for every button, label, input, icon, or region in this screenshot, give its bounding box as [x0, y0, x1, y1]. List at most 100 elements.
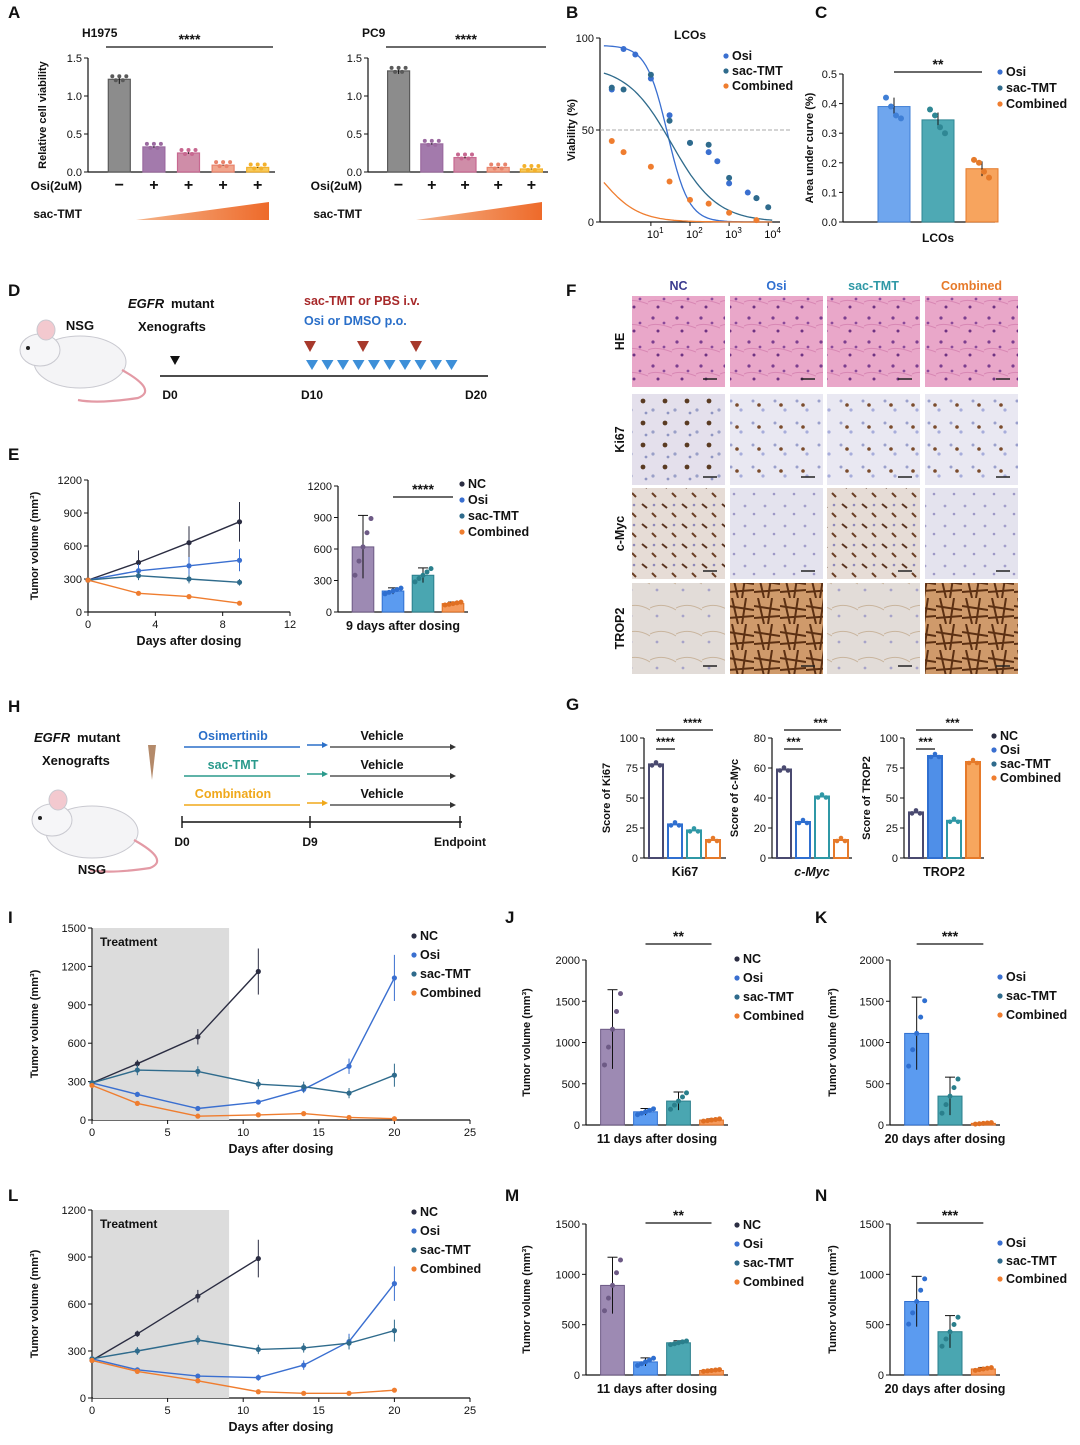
data-point — [496, 162, 501, 167]
data-point — [89, 1082, 95, 1089]
series-line — [87, 579, 240, 604]
significance-label: *** — [918, 735, 932, 749]
xenograft-line2: Xenografts — [42, 753, 110, 768]
panelE-line: 0 300 600 900 1200 Tumor volume (mm³) 0 4 8 12 Day… — [29, 475, 296, 648]
bar — [387, 70, 411, 173]
data-point — [932, 751, 938, 757]
data-point — [709, 1367, 714, 1373]
data-point — [85, 577, 91, 583]
data-point — [684, 1338, 689, 1344]
x-axis-label: TROP2 — [923, 865, 965, 879]
data-point — [360, 544, 366, 550]
data-point — [672, 1341, 677, 1347]
data-point — [614, 1008, 619, 1014]
x-axis-label: 20 days after dosing — [885, 1382, 1006, 1396]
x-tick-base: 10 — [647, 229, 659, 241]
fit-curve — [603, 72, 773, 221]
legend-entry: sac-TMT — [1000, 757, 1051, 771]
legend-entry: sac-TMT — [1006, 81, 1057, 95]
data-point — [922, 998, 928, 1004]
ihc-image-tile — [827, 296, 920, 387]
y-tick-label: 1000 — [556, 1269, 580, 1281]
vehicle-arrowhead — [450, 773, 456, 779]
legend-marker — [411, 933, 417, 939]
legend-marker — [997, 974, 1003, 980]
y-tick-label: 900 — [68, 1252, 86, 1264]
series-line — [87, 559, 240, 581]
ihc-image-tile — [730, 394, 823, 485]
vehicle-arrowhead — [450, 744, 456, 750]
y-tick-label: 2000 — [556, 955, 580, 967]
y-tick-label: 1000 — [860, 1269, 884, 1281]
y-tick-label: 1200 — [62, 961, 86, 973]
data-point — [647, 1357, 652, 1363]
data-point — [651, 1355, 656, 1361]
po-marker — [306, 360, 318, 370]
injection-label-1: sac-TMT or PBS i.v. — [304, 294, 420, 308]
panel-label-I: I — [8, 908, 13, 927]
xenograft-gene: EGFR — [34, 730, 71, 745]
legend-marker — [734, 1260, 740, 1266]
data-point — [134, 1061, 140, 1067]
data-point — [842, 838, 848, 844]
bar — [814, 795, 830, 859]
data-point — [134, 1091, 140, 1097]
data-point — [390, 588, 396, 594]
y-tick-label: 900 — [64, 508, 82, 520]
ihc-row-label: HE — [613, 333, 627, 350]
data-point — [971, 156, 977, 163]
legend-entry: Osi — [1006, 970, 1026, 984]
xenograft-line1: mutant — [171, 296, 215, 311]
bar — [176, 152, 201, 173]
y-tick-label: 300 — [68, 1077, 86, 1089]
y-tick-label: 0 — [878, 1120, 884, 1132]
osi-label: Osi(2uM) — [31, 179, 82, 193]
data-point — [620, 86, 627, 93]
legend-marker — [997, 85, 1003, 91]
data-point — [947, 819, 953, 825]
mouse-head — [31, 803, 73, 837]
y-axis-label: Tumor volume (mm³) — [29, 969, 41, 1078]
data-point — [687, 139, 693, 146]
data-point — [976, 1121, 982, 1127]
data-point — [980, 1120, 986, 1126]
data-point — [906, 1063, 912, 1069]
data-point — [352, 572, 358, 578]
data-point — [394, 587, 400, 593]
data-point — [980, 1366, 986, 1372]
data-point — [647, 71, 654, 78]
data-point — [248, 162, 253, 167]
data-point — [714, 838, 720, 844]
legend-entry: Combined — [1000, 771, 1061, 785]
ihc-image-tile — [925, 394, 1018, 485]
panel-label-K: K — [815, 908, 828, 927]
legend-marker — [734, 994, 740, 1000]
y-tick-label: 0.5 — [822, 69, 837, 81]
bar — [246, 166, 270, 173]
data-point — [252, 166, 257, 171]
legend-entry: Combined — [743, 1275, 804, 1289]
y-axis-label: Tumor volume (mm³) — [521, 988, 533, 1097]
data-point — [602, 1062, 607, 1068]
data-point — [914, 1299, 920, 1305]
data-point — [602, 1308, 607, 1314]
panelA-PC9: 0.0 0.5 1.0 1.5 PC9 **** − + + + + Osi(2uM) sac-TMT — [311, 26, 548, 221]
y-tick-label: 300 — [68, 1346, 86, 1358]
vehicle-label: Vehicle — [360, 758, 403, 772]
data-point — [672, 820, 678, 825]
data-point — [705, 141, 712, 148]
data-point — [346, 1340, 352, 1346]
data-point — [651, 1106, 656, 1112]
data-point — [701, 1118, 706, 1124]
osi-label: Osi(2uM) — [311, 179, 362, 193]
panel-label-A: A — [8, 3, 20, 22]
xenograft-line1: mutant — [77, 730, 121, 745]
data-point — [442, 602, 448, 608]
data-point — [705, 149, 712, 156]
legend-marker — [734, 956, 740, 962]
y-tick-label: 1200 — [308, 481, 332, 493]
data-point — [893, 112, 899, 119]
y-tick-label: 0.4 — [822, 99, 837, 111]
series-line — [87, 521, 240, 581]
data-point — [618, 1257, 623, 1263]
